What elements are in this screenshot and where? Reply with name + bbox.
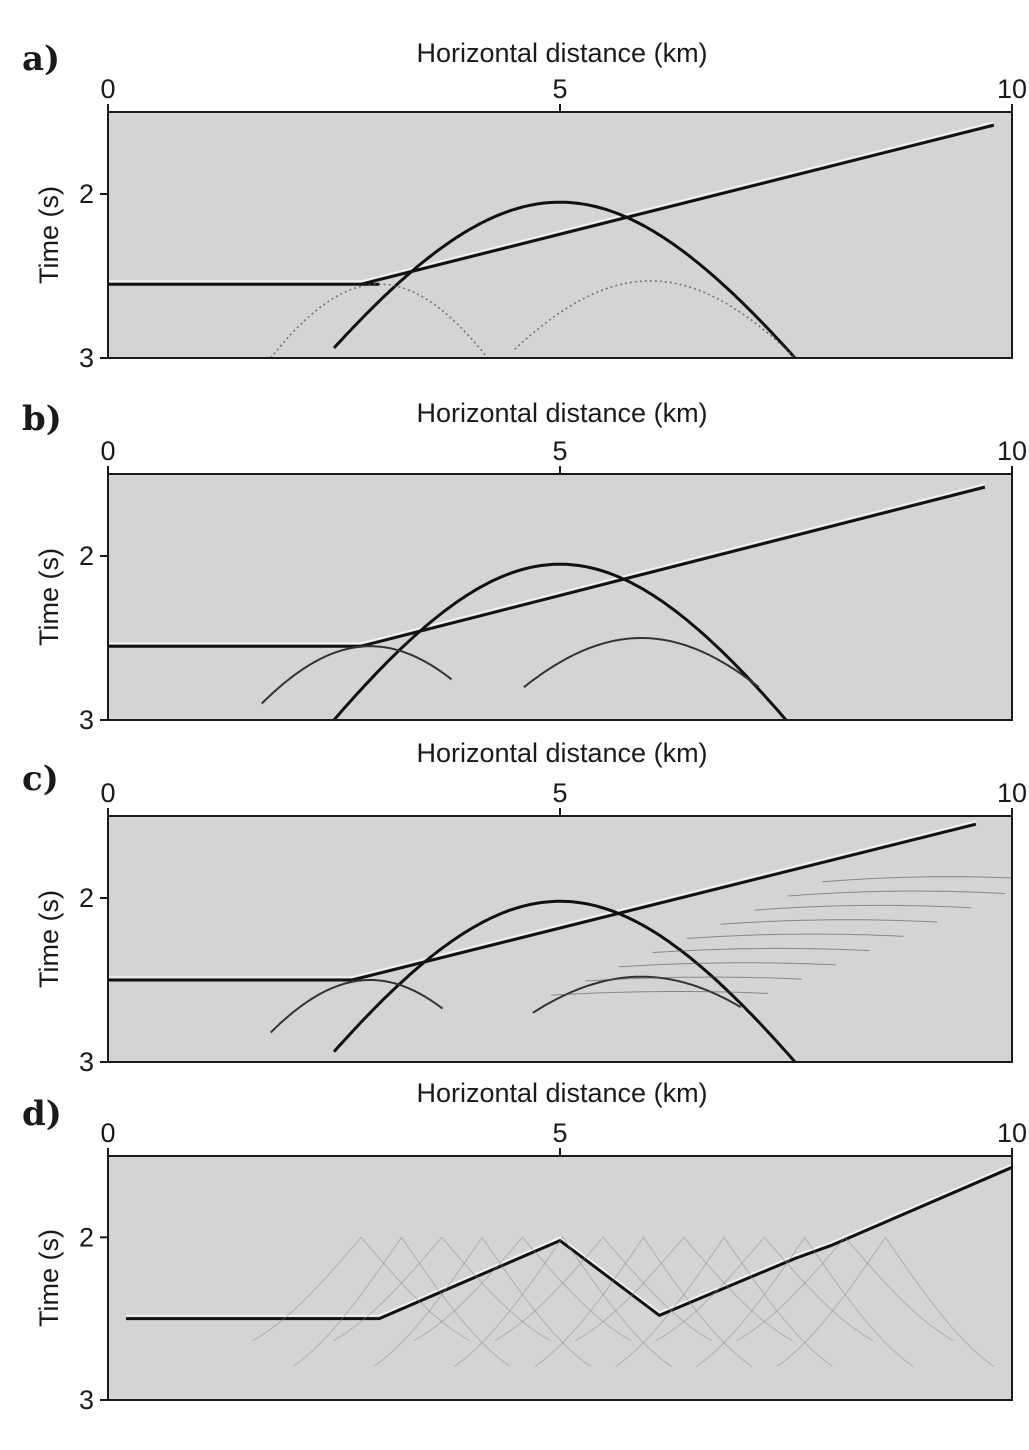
events <box>109 820 1011 1061</box>
panel-4: d) Horizontal distance (km) Time (s) 0 5 10 2 3 <box>22 1078 1027 1415</box>
panel-label: b) <box>22 399 62 439</box>
fan-arc <box>788 890 1006 897</box>
smear-arc <box>736 1236 954 1342</box>
smear-arc <box>534 1236 753 1367</box>
plot-area <box>107 1155 1013 1401</box>
x-tick-label: 5 <box>552 436 567 466</box>
fan-arc <box>618 962 836 968</box>
fan-arc <box>652 947 870 954</box>
event-ramp-halo <box>360 483 986 644</box>
smear-arc <box>373 1236 591 1367</box>
panel-label: c) <box>22 759 59 799</box>
events <box>126 1163 1011 1367</box>
x-axis-title: Horizontal distance (km) <box>416 738 707 768</box>
fan-arc <box>550 991 768 996</box>
x-tick-label: 5 <box>552 1118 567 1148</box>
x-axis-title: Horizontal distance (km) <box>416 1078 707 1108</box>
event-diffraction <box>270 283 488 357</box>
smear-arc <box>655 1236 874 1342</box>
smear-arc <box>454 1236 672 1367</box>
y-tick-label: 2 <box>79 541 94 571</box>
x-tick-label: 0 <box>100 436 115 466</box>
x-tick-label: 10 <box>997 1118 1027 1148</box>
panel-label: a) <box>22 39 60 79</box>
fan-arc <box>822 876 1011 883</box>
event-diffraction <box>260 645 453 705</box>
fan-arc <box>754 904 972 911</box>
x-axis-title: Horizontal distance (km) <box>416 398 707 428</box>
y-tick-label: 2 <box>79 883 94 913</box>
event-hump <box>332 899 797 1061</box>
y-axis-title: Time (s) <box>34 890 64 988</box>
y-axis-title: Time (s) <box>34 548 64 646</box>
event-polyline-halo <box>126 1163 1011 1317</box>
panel-1: a) Horizontal distance (km) Time (s) 0 5 10 2 3 <box>22 38 1027 373</box>
x-tick-label: 10 <box>997 436 1027 466</box>
smear-arc <box>292 1236 511 1367</box>
smear-arc <box>252 1236 470 1342</box>
event-diffraction <box>523 637 760 688</box>
y-axis-title: Time (s) <box>34 1229 64 1327</box>
event-ramp <box>360 123 995 286</box>
event-diffraction <box>270 979 444 1034</box>
event-ramp <box>351 822 977 982</box>
smear-arc <box>696 1236 914 1367</box>
smear-arc <box>413 1236 632 1342</box>
x-tick-label: 5 <box>552 74 567 104</box>
x-tick-label: 0 <box>100 74 115 104</box>
y-tick-label: 3 <box>79 1047 94 1077</box>
y-axis-title: Time (s) <box>34 186 64 284</box>
plot-area <box>107 815 1013 1063</box>
smear-arc <box>494 1236 712 1342</box>
x-tick-label: 10 <box>997 74 1027 104</box>
x-tick-label: 0 <box>100 1118 115 1148</box>
y-tick-label: 3 <box>79 343 94 373</box>
y-tick-label: 3 <box>79 1385 94 1415</box>
event-hump <box>332 200 797 357</box>
y-tick-label: 2 <box>79 179 94 209</box>
smear-arc <box>615 1236 833 1367</box>
event-polyline <box>126 1166 1011 1321</box>
fan-arc <box>584 976 802 982</box>
smear-arc <box>776 1236 995 1367</box>
y-tick-label: 2 <box>79 1222 94 1252</box>
x-tick-label: 10 <box>997 778 1027 808</box>
fan-arc <box>686 933 904 939</box>
event-ramp-halo <box>351 820 977 978</box>
events <box>109 121 995 357</box>
events <box>109 483 986 719</box>
event-hump <box>332 562 788 719</box>
smear-arc <box>575 1236 793 1342</box>
x-tick-label: 5 <box>552 778 567 808</box>
y-tick-label: 3 <box>79 705 94 735</box>
event-ramp <box>360 485 986 648</box>
smear-arc <box>333 1236 551 1342</box>
panel-label: d) <box>22 1094 62 1134</box>
x-tick-label: 0 <box>100 778 115 808</box>
panel-2: b) Horizontal distance (km) Time (s) 0 5 10 2 3 <box>22 398 1027 735</box>
event-diffraction <box>514 280 796 357</box>
fan-arc <box>720 919 938 925</box>
panel-3: c) Horizontal distance (km) Time (s) 0 5 10 2 3 <box>22 738 1027 1077</box>
event-ramp-halo <box>360 121 995 282</box>
x-axis-title: Horizontal distance (km) <box>416 38 707 68</box>
